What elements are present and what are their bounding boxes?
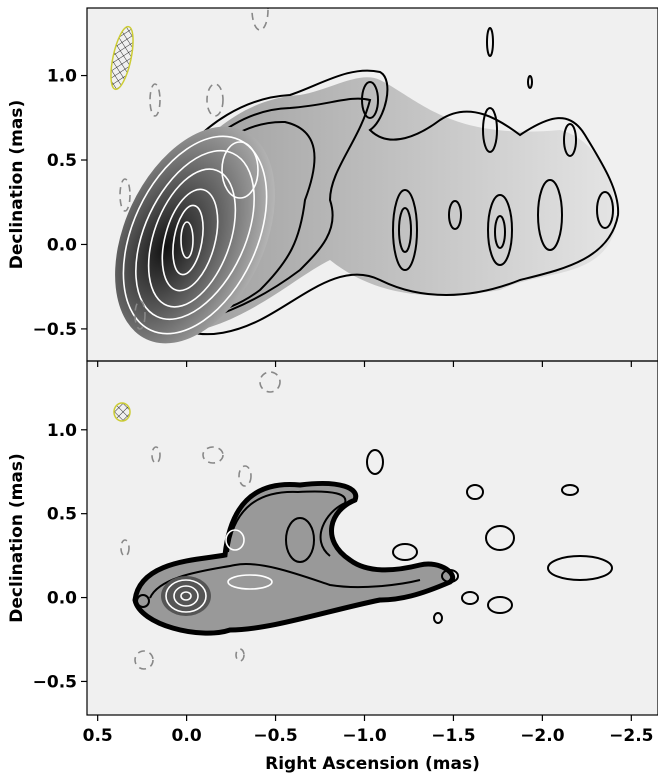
x-tick-label: −2.5 [609,726,653,746]
y-tick-label: −0.5 [33,672,77,692]
x-tick-label: 0.0 [172,726,202,746]
x-tick-label: 0.5 [83,726,113,746]
x-tick-label: −0.5 [253,726,297,746]
panel-bottom-image [87,361,658,715]
y-tick-label: 0.0 [47,589,77,609]
y-tick-label: 1.0 [47,421,77,441]
x-axis-label: Right Ascension (mas) [265,754,480,774]
x-tick-label: −1.0 [342,726,387,746]
x-tick-label: −2.0 [520,726,565,746]
y-axis-label: Declination (mas) [7,100,27,269]
axes-frame [86,360,658,716]
y-tick-label: 0.0 [47,235,77,255]
y-tick-label: 0.5 [47,505,77,525]
y-tick-label: 0.5 [47,151,77,171]
y-axis-label: Declination (mas) [7,453,27,622]
y-tick-label: 1.0 [47,67,77,87]
x-tick-label: −1.5 [431,726,475,746]
panel-top-image [87,8,658,361]
y-tick-label: −0.5 [33,320,77,340]
